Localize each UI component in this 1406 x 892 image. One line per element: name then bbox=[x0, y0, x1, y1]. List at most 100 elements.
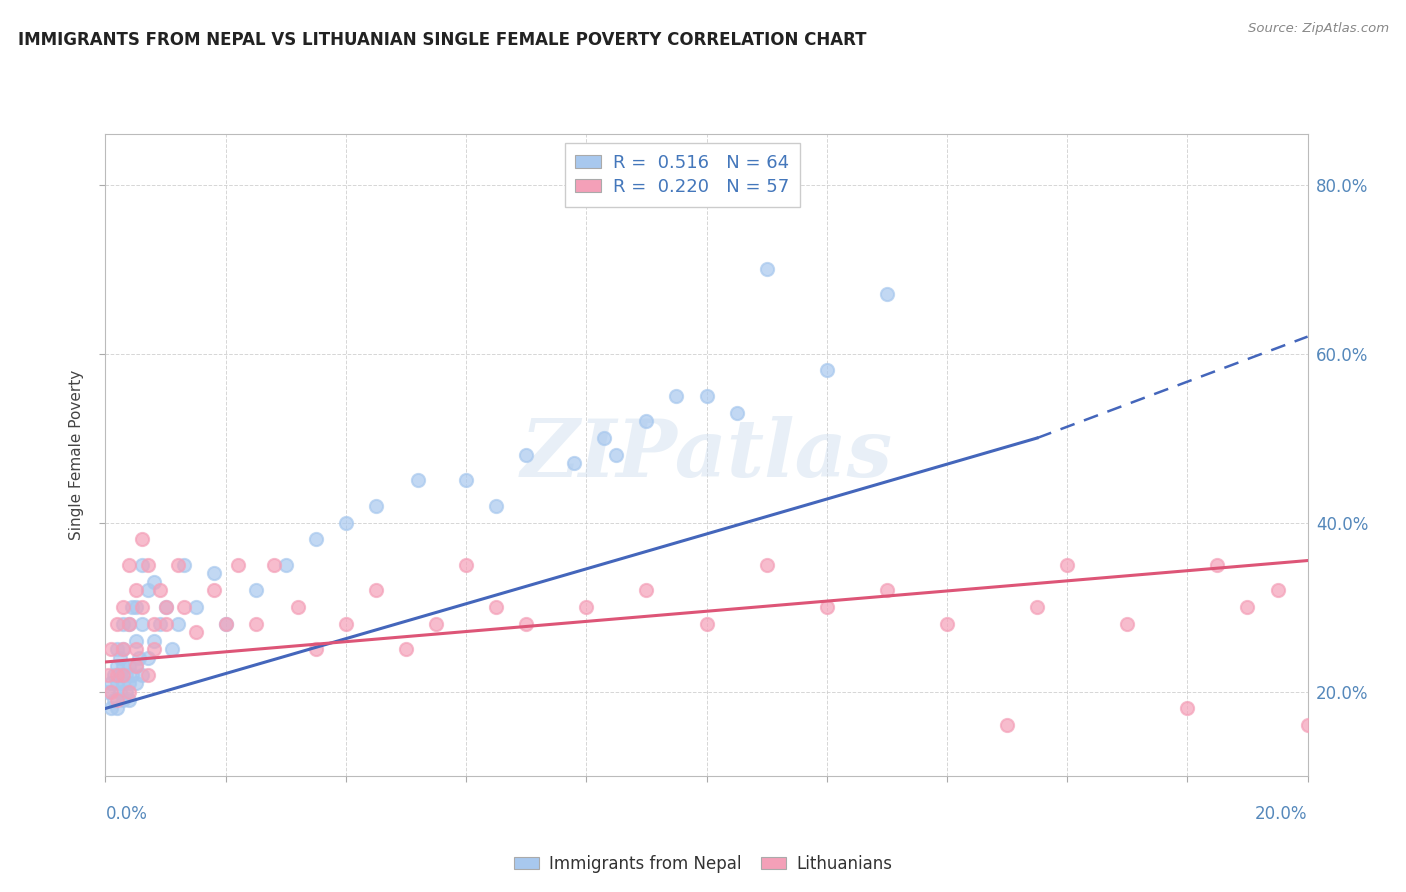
Point bbox=[995, 718, 1018, 732]
Point bbox=[131, 667, 153, 681]
Point bbox=[636, 583, 658, 598]
Point bbox=[115, 667, 138, 681]
Point bbox=[128, 650, 150, 665]
Point bbox=[454, 558, 477, 572]
Point bbox=[124, 633, 146, 648]
Point bbox=[202, 583, 225, 598]
Y-axis label: Single Female Poverty: Single Female Poverty bbox=[69, 370, 84, 540]
Point bbox=[184, 600, 207, 615]
Point bbox=[124, 642, 146, 657]
Point bbox=[936, 616, 959, 631]
Point bbox=[142, 574, 165, 589]
Point bbox=[121, 667, 143, 681]
Point bbox=[214, 616, 236, 631]
Point bbox=[575, 600, 598, 615]
Point bbox=[1236, 600, 1258, 615]
Point bbox=[1026, 600, 1049, 615]
Point bbox=[202, 566, 225, 581]
Point bbox=[155, 600, 177, 615]
Point bbox=[696, 389, 718, 403]
Point bbox=[100, 642, 122, 657]
Point bbox=[335, 616, 357, 631]
Point bbox=[226, 558, 249, 572]
Point bbox=[1056, 558, 1078, 572]
Point bbox=[148, 583, 170, 598]
Point bbox=[100, 676, 122, 690]
Point bbox=[112, 616, 135, 631]
Point bbox=[696, 616, 718, 631]
Point bbox=[110, 667, 132, 681]
Point bbox=[214, 616, 236, 631]
Point bbox=[485, 600, 508, 615]
Point bbox=[305, 533, 328, 547]
Point bbox=[755, 262, 778, 277]
Point bbox=[118, 616, 141, 631]
Point bbox=[160, 642, 183, 657]
Point bbox=[121, 600, 143, 615]
Point bbox=[815, 363, 838, 377]
Point bbox=[155, 600, 177, 615]
Point bbox=[136, 583, 159, 598]
Point bbox=[245, 616, 267, 631]
Point bbox=[725, 406, 748, 420]
Point bbox=[485, 499, 508, 513]
Point bbox=[131, 600, 153, 615]
Text: Source: ZipAtlas.com: Source: ZipAtlas.com bbox=[1249, 22, 1389, 36]
Legend: Immigrants from Nepal, Lithuanians: Immigrants from Nepal, Lithuanians bbox=[508, 848, 898, 880]
Point bbox=[115, 684, 138, 698]
Point bbox=[131, 558, 153, 572]
Point bbox=[305, 642, 328, 657]
Point bbox=[124, 659, 146, 673]
Point bbox=[112, 693, 135, 707]
Point bbox=[124, 659, 146, 673]
Point bbox=[184, 625, 207, 640]
Point bbox=[107, 701, 129, 715]
Point bbox=[112, 642, 135, 657]
Point bbox=[112, 676, 135, 690]
Point bbox=[131, 533, 153, 547]
Point bbox=[166, 616, 188, 631]
Point bbox=[1206, 558, 1229, 572]
Point bbox=[131, 616, 153, 631]
Point bbox=[454, 473, 477, 487]
Point bbox=[112, 659, 135, 673]
Point bbox=[118, 676, 141, 690]
Text: 20.0%: 20.0% bbox=[1256, 805, 1308, 823]
Point bbox=[97, 667, 120, 681]
Point bbox=[110, 684, 132, 698]
Point bbox=[515, 448, 537, 462]
Point bbox=[364, 499, 387, 513]
Point bbox=[136, 667, 159, 681]
Point bbox=[755, 558, 778, 572]
Point bbox=[425, 616, 447, 631]
Point bbox=[118, 659, 141, 673]
Point bbox=[136, 558, 159, 572]
Point bbox=[103, 693, 125, 707]
Text: IMMIGRANTS FROM NEPAL VS LITHUANIAN SINGLE FEMALE POVERTY CORRELATION CHART: IMMIGRANTS FROM NEPAL VS LITHUANIAN SING… bbox=[18, 31, 866, 49]
Point bbox=[107, 667, 129, 681]
Point bbox=[1267, 583, 1289, 598]
Point bbox=[335, 516, 357, 530]
Point bbox=[136, 650, 159, 665]
Point bbox=[110, 650, 132, 665]
Point bbox=[118, 693, 141, 707]
Point bbox=[166, 558, 188, 572]
Point bbox=[142, 642, 165, 657]
Point bbox=[118, 558, 141, 572]
Point bbox=[124, 583, 146, 598]
Point bbox=[665, 389, 688, 403]
Point bbox=[1296, 718, 1319, 732]
Point bbox=[118, 684, 141, 698]
Point bbox=[112, 642, 135, 657]
Point bbox=[103, 667, 125, 681]
Point bbox=[593, 431, 616, 445]
Point bbox=[515, 616, 537, 631]
Point bbox=[406, 473, 429, 487]
Point bbox=[142, 633, 165, 648]
Point bbox=[100, 684, 122, 698]
Point bbox=[97, 684, 120, 698]
Point bbox=[107, 642, 129, 657]
Point bbox=[263, 558, 285, 572]
Point bbox=[100, 701, 122, 715]
Point bbox=[142, 616, 165, 631]
